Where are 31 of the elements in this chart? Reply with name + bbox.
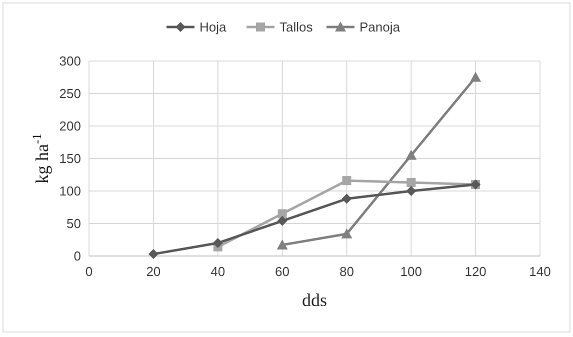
point xyxy=(470,72,482,82)
x-tick-label: 100 xyxy=(400,264,422,279)
legend-label: Panoja xyxy=(360,20,401,35)
legend-label: Tallos xyxy=(280,20,314,35)
y-tick-label: 200 xyxy=(59,118,81,134)
x-tick-label: 60 xyxy=(275,264,290,279)
x-tick-label: 0 xyxy=(85,264,93,279)
point xyxy=(341,228,352,238)
x-axis-title: dds xyxy=(302,290,328,310)
legend-label: Hoja xyxy=(200,20,228,35)
point xyxy=(212,238,223,248)
y-tick-label: 250 xyxy=(59,86,81,102)
x-tick-label: 140 xyxy=(529,264,551,279)
x-tick-label: 80 xyxy=(339,264,354,279)
point xyxy=(406,178,416,188)
x-tick-label: 20 xyxy=(146,264,161,279)
x-tick-label: 40 xyxy=(210,264,226,279)
point xyxy=(148,249,158,260)
y-tick-label: 100 xyxy=(59,184,81,199)
point xyxy=(276,239,288,250)
point xyxy=(277,216,288,226)
point xyxy=(342,176,352,186)
point xyxy=(342,194,352,204)
x-tick-label: 120 xyxy=(464,264,486,279)
point xyxy=(278,209,287,218)
point xyxy=(406,186,416,196)
y-tick-label: 300 xyxy=(59,54,81,69)
y-tick-label: 50 xyxy=(66,216,81,232)
point xyxy=(406,150,417,160)
y-tick-label: 0 xyxy=(74,248,81,264)
y-tick-label: 150 xyxy=(59,151,81,166)
